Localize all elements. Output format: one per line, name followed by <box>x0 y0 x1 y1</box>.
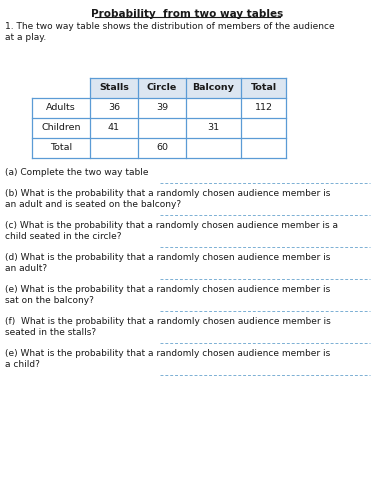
Text: 60: 60 <box>156 144 168 152</box>
Text: a child?: a child? <box>5 360 40 369</box>
Text: 41: 41 <box>108 124 120 132</box>
Text: Children: Children <box>41 124 81 132</box>
Text: Stalls: Stalls <box>99 84 129 92</box>
Text: 112: 112 <box>255 104 273 112</box>
Text: Adults: Adults <box>46 104 76 112</box>
Text: sat on the balcony?: sat on the balcony? <box>5 296 94 305</box>
Text: Probability  from two way tables: Probability from two way tables <box>92 9 284 19</box>
Bar <box>186 78 241 98</box>
Text: 1. The two way table shows the distribution of members of the audience: 1. The two way table shows the distribut… <box>5 22 334 31</box>
Text: Balcony: Balcony <box>193 84 234 92</box>
Bar <box>90 78 138 98</box>
Text: (f)  What is the probability that a randomly chosen audience member is: (f) What is the probability that a rando… <box>5 318 331 326</box>
Text: an adult?: an adult? <box>5 264 47 273</box>
Text: (c) What is the probability that a randomly chosen audience member is a: (c) What is the probability that a rando… <box>5 222 338 230</box>
Text: (e) What is the probability that a randomly chosen audience member is: (e) What is the probability that a rando… <box>5 286 330 294</box>
Text: 39: 39 <box>156 104 168 112</box>
Bar <box>138 78 186 98</box>
Text: child seated in the circle?: child seated in the circle? <box>5 232 122 241</box>
Text: an adult and is seated on the balcony?: an adult and is seated on the balcony? <box>5 200 181 209</box>
Text: (a) Complete the two way table: (a) Complete the two way table <box>5 168 148 177</box>
Text: 36: 36 <box>108 104 120 112</box>
Text: at a play.: at a play. <box>5 33 46 42</box>
Text: Circle: Circle <box>147 84 177 92</box>
Text: (b) What is the probability that a randomly chosen audience member is: (b) What is the probability that a rando… <box>5 190 330 198</box>
Text: Total: Total <box>251 84 276 92</box>
Text: Total: Total <box>50 144 72 152</box>
Bar <box>241 78 286 98</box>
Text: (d) What is the probability that a randomly chosen audience member is: (d) What is the probability that a rando… <box>5 254 330 262</box>
Text: (e) What is the probability that a randomly chosen audience member is: (e) What is the probability that a rando… <box>5 350 330 358</box>
Text: 31: 31 <box>207 124 220 132</box>
Text: seated in the stalls?: seated in the stalls? <box>5 328 96 337</box>
